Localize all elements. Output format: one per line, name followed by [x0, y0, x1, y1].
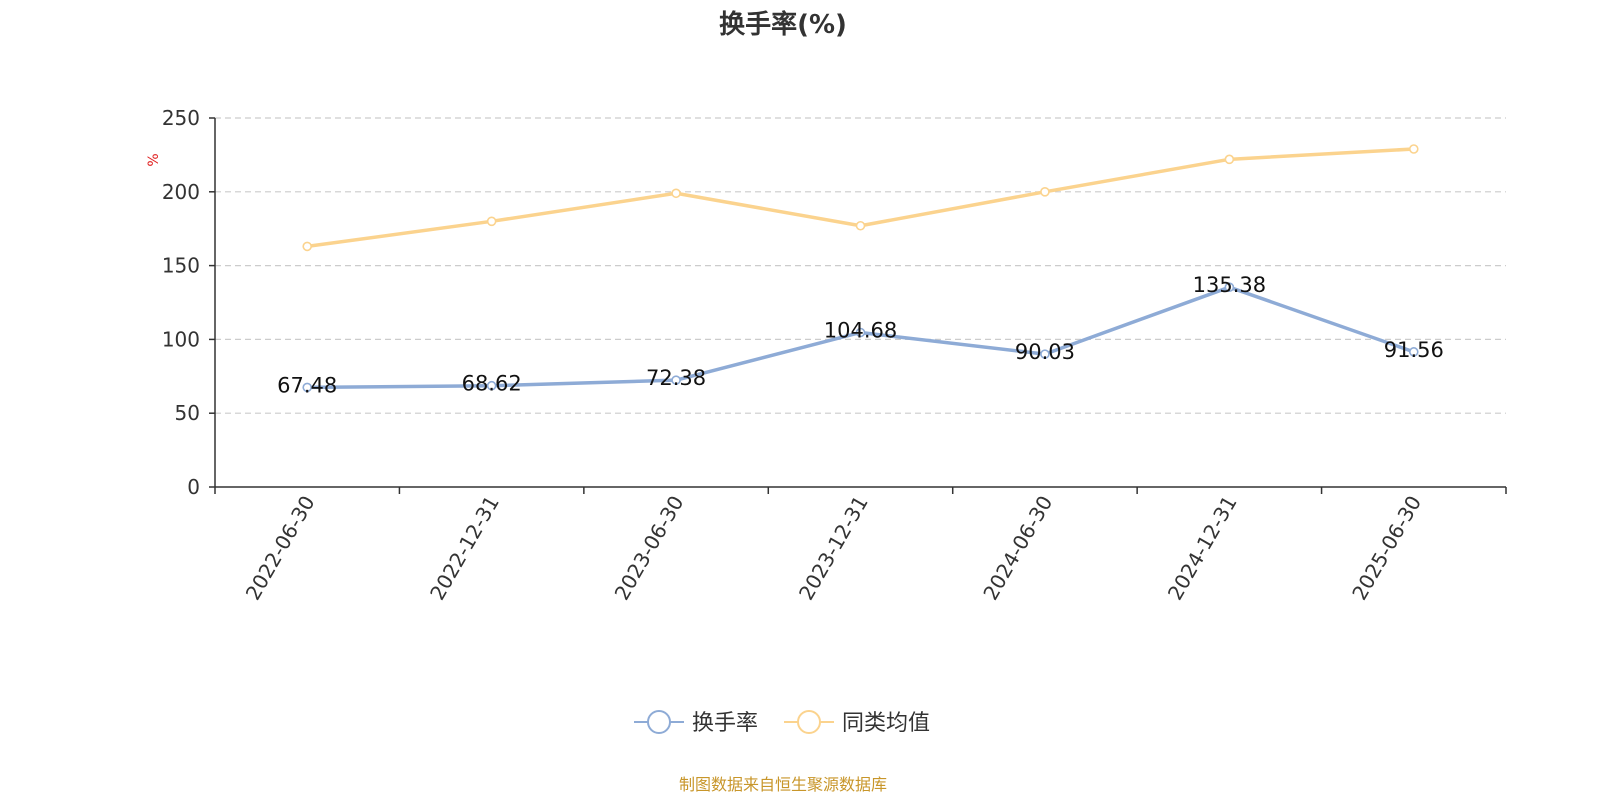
data-point: [1224, 154, 1235, 165]
data-point: [486, 380, 497, 391]
legend-item[interactable]: 换手率: [634, 710, 758, 736]
x-tick-label: 2025-06-30: [1347, 492, 1426, 605]
series-lines: [302, 144, 1419, 393]
x-tick-label: 2023-12-31: [794, 492, 873, 605]
data-point: [855, 327, 866, 338]
data-labels: 67.48 68.62 72.38 104.68 90.03 135.38 91.56: [277, 273, 1444, 397]
data-point: [1408, 144, 1419, 154]
axes: 0 50 100 150 200 250 2022-06-30 2022-12-31 2023-…: [162, 106, 1507, 605]
data-label: 68.62: [462, 372, 522, 396]
grid-lines: [215, 117, 1506, 414]
x-tick-label: 2024-12-31: [1163, 492, 1242, 605]
legend-label: 同类均值: [842, 711, 930, 736]
legend-item[interactable]: 同类均值: [784, 710, 930, 736]
chart-title: 换手率(%): [719, 9, 847, 40]
x-tick-label: 2022-06-30: [241, 492, 320, 605]
data-point: [671, 188, 681, 199]
y-tick-label: 0: [187, 475, 200, 499]
y-tick-label: 150: [162, 254, 200, 278]
data-point: [671, 375, 681, 385]
data-label: 90.03: [1015, 340, 1075, 364]
y-tick-label: 250: [162, 106, 200, 130]
x-tick-label: 2024-06-30: [978, 492, 1057, 605]
x-tick-label: 2023-06-30: [609, 492, 688, 605]
legend[interactable]: 换手率 同类均值: [634, 710, 930, 736]
data-label: 72.38: [646, 366, 706, 390]
data-label: 104.68: [824, 318, 897, 342]
data-point: [855, 220, 866, 231]
legend-label: 换手率: [692, 711, 758, 736]
series-line: [305, 147, 1416, 249]
data-label: 135.38: [1193, 273, 1266, 297]
data-point: [1040, 349, 1050, 359]
legend-marker: [647, 710, 671, 734]
data-point: [486, 216, 497, 227]
data-label: 91.56: [1384, 338, 1444, 362]
legend-marker: [797, 710, 821, 734]
y-axis-label: %: [146, 153, 162, 166]
data-point: [1408, 347, 1419, 357]
x-tick-label: 2022-12-31: [425, 492, 504, 605]
data-point: [302, 241, 313, 252]
y-tick-label: 50: [175, 401, 200, 425]
data-label: 67.48: [277, 373, 337, 397]
y-tick-label: 200: [162, 180, 200, 204]
y-tick-label: 100: [162, 327, 200, 351]
data-point: [1040, 187, 1050, 197]
source-note: 制图数据来自恒生聚源数据库: [679, 775, 887, 794]
data-point: [302, 382, 313, 393]
data-point: [1224, 282, 1235, 292]
